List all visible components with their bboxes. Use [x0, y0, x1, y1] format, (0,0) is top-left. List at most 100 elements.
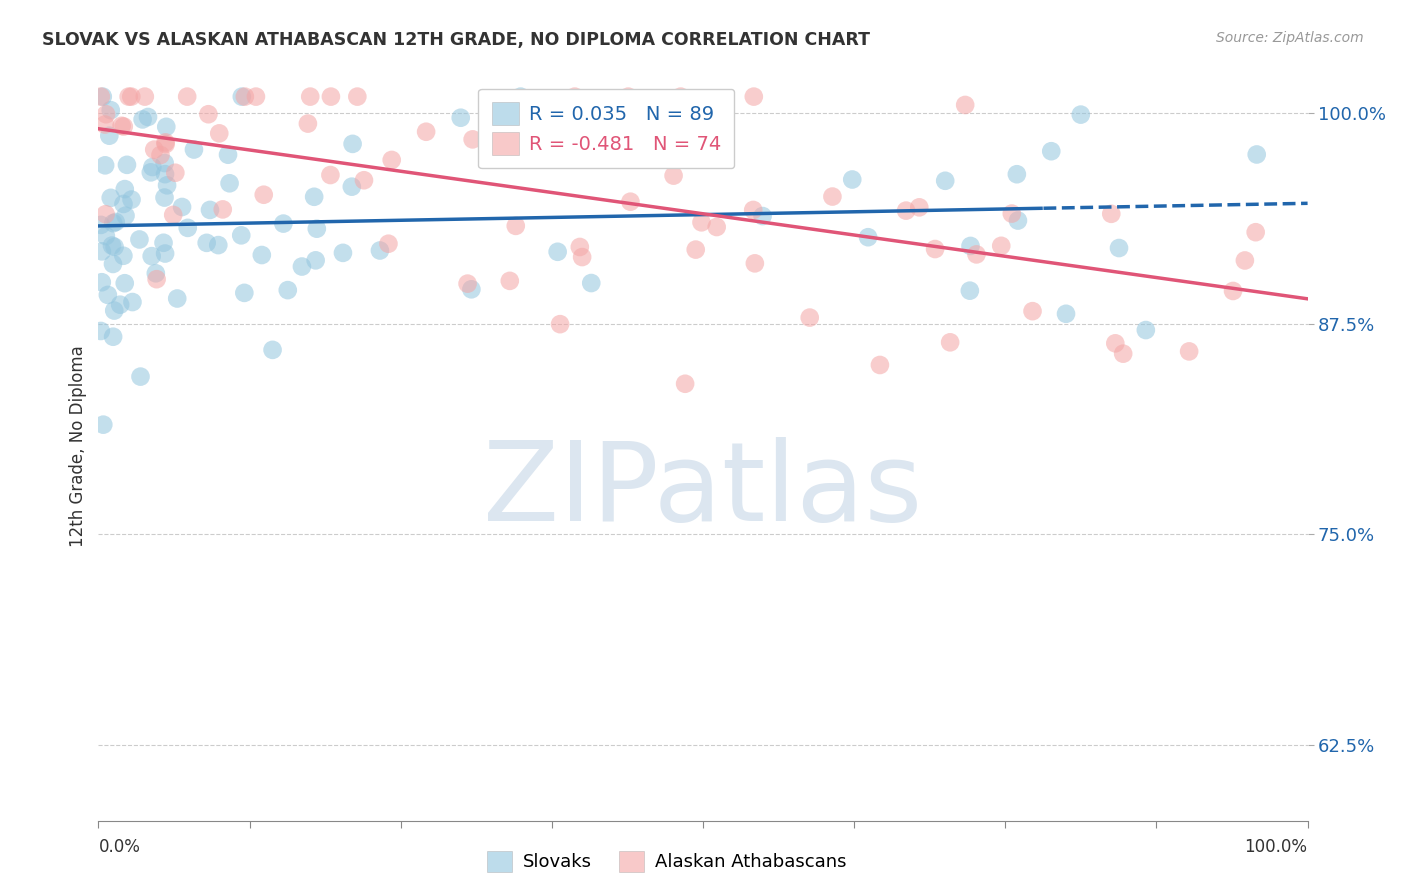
- Point: [103, 303, 125, 318]
- Point: [250, 248, 273, 262]
- Point: [121, 193, 143, 207]
- Point: [143, 143, 166, 157]
- Point: [101, 238, 124, 252]
- Point: [1233, 253, 1256, 268]
- Point: [176, 89, 198, 103]
- Point: [101, 257, 124, 271]
- Point: [155, 136, 177, 151]
- Point: [673, 376, 696, 391]
- Point: [662, 169, 685, 183]
- Point: [633, 146, 655, 161]
- Point: [91, 417, 114, 432]
- Point: [342, 136, 364, 151]
- Point: [934, 174, 956, 188]
- Point: [1007, 213, 1029, 227]
- Point: [253, 187, 276, 202]
- Point: [516, 136, 538, 151]
- Point: [1178, 344, 1201, 359]
- Point: [94, 207, 117, 221]
- Text: SLOVAK VS ALASKAN ATHABASCAN 12TH GRADE, NO DIPLOMA CORRELATION CHART: SLOVAK VS ALASKAN ATHABASCAN 12TH GRADE,…: [42, 31, 870, 49]
- Legend: Slovaks, Alaskan Athabascans: Slovaks, Alaskan Athabascans: [479, 844, 853, 879]
- Point: [959, 239, 981, 253]
- Point: [368, 244, 391, 258]
- Point: [302, 190, 325, 204]
- Point: [1222, 284, 1244, 298]
- Point: [381, 153, 404, 167]
- Point: [90, 218, 112, 232]
- Point: [145, 266, 167, 280]
- Point: [112, 249, 135, 263]
- Point: [103, 216, 125, 230]
- Point: [94, 158, 117, 172]
- Point: [305, 221, 328, 235]
- Point: [97, 288, 120, 302]
- Point: [100, 191, 122, 205]
- Point: [1112, 347, 1135, 361]
- Point: [564, 89, 586, 103]
- Point: [499, 274, 522, 288]
- Point: [152, 235, 174, 250]
- Point: [90, 244, 112, 259]
- Point: [198, 202, 221, 217]
- Point: [114, 277, 136, 291]
- Point: [134, 89, 156, 103]
- Point: [799, 310, 821, 325]
- Point: [706, 219, 728, 234]
- Point: [111, 119, 134, 133]
- Point: [170, 200, 193, 214]
- Point: [217, 147, 239, 161]
- Point: [136, 110, 159, 124]
- Point: [544, 110, 567, 124]
- Point: [114, 182, 136, 196]
- Point: [114, 209, 136, 223]
- Point: [319, 168, 342, 182]
- Point: [100, 103, 122, 117]
- Point: [139, 165, 162, 179]
- Point: [104, 215, 127, 229]
- Text: ZIPatlas: ZIPatlas: [484, 437, 922, 544]
- Point: [332, 245, 354, 260]
- Point: [231, 228, 253, 243]
- Point: [742, 89, 765, 103]
- Point: [1099, 207, 1122, 221]
- Point: [208, 126, 231, 140]
- Point: [156, 178, 179, 193]
- Point: [669, 89, 692, 103]
- Point: [101, 330, 124, 344]
- Point: [183, 143, 205, 157]
- Point: [197, 107, 219, 121]
- Point: [94, 229, 117, 244]
- Point: [155, 120, 177, 134]
- Point: [291, 260, 314, 274]
- Point: [141, 160, 163, 174]
- Point: [581, 276, 603, 290]
- Point: [415, 125, 437, 139]
- Point: [450, 111, 472, 125]
- Point: [153, 246, 176, 260]
- Point: [568, 240, 591, 254]
- Point: [460, 282, 482, 296]
- Point: [457, 277, 479, 291]
- Point: [509, 89, 531, 103]
- Point: [619, 194, 641, 209]
- Point: [299, 89, 322, 103]
- Point: [1040, 145, 1063, 159]
- Point: [353, 173, 375, 187]
- Point: [751, 209, 773, 223]
- Point: [319, 89, 342, 103]
- Point: [869, 358, 891, 372]
- Point: [155, 136, 177, 150]
- Text: 100.0%: 100.0%: [1244, 838, 1308, 856]
- Point: [1108, 241, 1130, 255]
- Point: [856, 230, 879, 244]
- Point: [685, 243, 707, 257]
- Point: [297, 117, 319, 131]
- Point: [98, 128, 121, 143]
- Point: [548, 317, 571, 331]
- Point: [90, 324, 112, 338]
- Text: 0.0%: 0.0%: [98, 838, 141, 856]
- Point: [131, 112, 153, 127]
- Point: [233, 285, 256, 300]
- Point: [112, 197, 135, 211]
- Point: [231, 89, 253, 103]
